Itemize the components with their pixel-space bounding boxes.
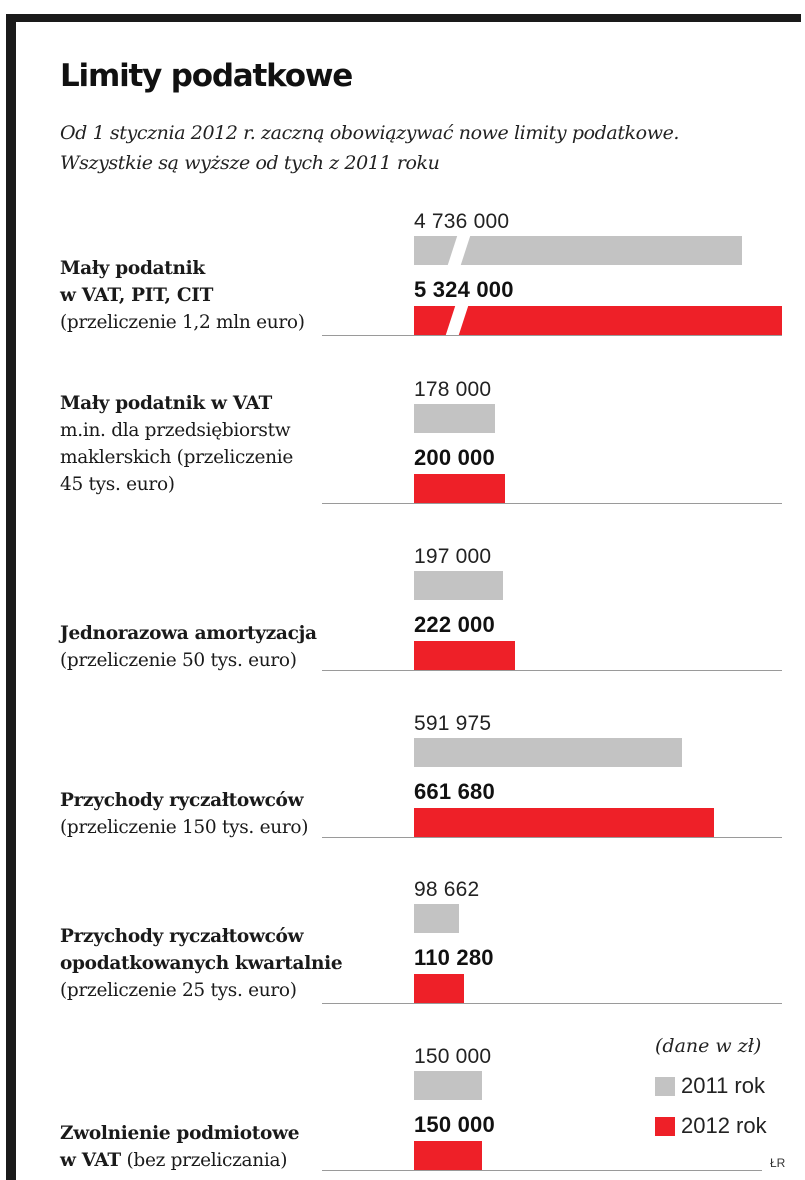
category-label: Mały podatnik w VAT m.in. dla przedsiębio…	[60, 390, 360, 498]
subtitle-line: Od 1 stycznia 2012 r. zaczną obowiązywać…	[60, 122, 680, 144]
value-label-2012: 110 280	[414, 945, 494, 970]
bar-2011	[414, 236, 742, 265]
category-label-line: 45 tys. euro)	[60, 474, 175, 495]
category-label: Jednorazowa amortyzacja (przeliczenie 50 …	[60, 620, 360, 674]
bar-2012	[414, 474, 505, 503]
legend-label-2011: 2011 rok	[681, 1073, 765, 1098]
value-label-2011: 98 662	[414, 878, 480, 901]
row-baseline	[322, 335, 782, 336]
value-label-2012: 5 324 000	[414, 277, 514, 302]
bar-2011	[414, 738, 682, 767]
category-label-line: (przeliczenie 25 tys. euro)	[60, 980, 297, 1001]
category-label: Przychody ryczałtowców opodatkowanych kwa…	[60, 923, 360, 1004]
author-credit: ŁR	[770, 1156, 786, 1170]
category-label-line: Jednorazowa amortyzacja	[60, 623, 317, 644]
legend-caption: (dane w zł)	[655, 1035, 762, 1057]
bar-2012	[414, 974, 464, 1003]
subtitle-line: Wszystkie są wyższe od tych z 2011 roku	[60, 152, 440, 174]
category-label-line: maklerskich (przeliczenie	[60, 447, 294, 468]
row-baseline	[322, 1170, 762, 1171]
chart-row: Zwolnienie podmiotowe w VAT (bez przelicz…	[0, 1045, 805, 1171]
bar-2011	[414, 1071, 482, 1100]
category-label: Zwolnienie podmiotowe w VAT (bez przelicz…	[60, 1120, 360, 1174]
row-baseline	[322, 670, 782, 671]
category-label-line: w VAT (bez przeliczania)	[60, 1147, 360, 1174]
value-label-2011: 197 000	[414, 545, 492, 568]
category-label-line: m.in. dla przedsiębiorstw	[60, 420, 291, 441]
chart-title: Limity podatkowe	[60, 58, 353, 94]
frame-top-border	[6, 14, 801, 22]
value-label-2011: 150 000	[414, 1045, 492, 1068]
category-label-line: Mały podatnik w VAT	[60, 393, 272, 414]
bar-2011	[414, 904, 459, 933]
chart-row: Mały podatnik w VAT m.in. dla przedsiębio…	[0, 378, 805, 504]
value-label-2012: 150 000	[414, 1112, 495, 1137]
category-label-suffix: (bez przeliczania)	[120, 1150, 288, 1171]
bar-2012	[414, 641, 515, 670]
value-label-2012: 661 680	[414, 779, 495, 804]
bar-2012	[414, 1141, 482, 1170]
chart-row: Jednorazowa amortyzacja (przeliczenie 50 …	[0, 545, 805, 671]
category-label-line: opodatkowanych kwartalnie	[60, 953, 343, 974]
category-label-line: Przychody ryczałtowców	[60, 790, 304, 811]
chart-row: Przychody ryczałtowców opodatkowanych kwa…	[0, 878, 805, 1004]
bar-2012	[414, 306, 782, 335]
category-label: Przychody ryczałtowców (przeliczenie 150 …	[60, 787, 360, 841]
bar-2012	[414, 808, 714, 837]
row-baseline	[322, 837, 782, 838]
value-label-2011: 178 000	[414, 378, 492, 401]
legend-swatch-2011	[655, 1077, 675, 1096]
bar-2011	[414, 404, 495, 433]
category-label-line: (przeliczenie 50 tys. euro)	[60, 650, 297, 671]
legend-swatch-2012	[655, 1117, 675, 1136]
category-label: Mały podatnik w VAT, PIT, CIT (przeliczeni…	[60, 255, 360, 336]
chart-row: Mały podatnik w VAT, PIT, CIT (przeliczeni…	[0, 210, 805, 344]
legend-label-2012: 2012 rok	[681, 1113, 767, 1138]
value-label-2012: 200 000	[414, 445, 495, 470]
category-label-line: Przychody ryczałtowców	[60, 926, 304, 947]
row-baseline	[322, 1003, 782, 1004]
frame-left-border	[6, 14, 16, 1180]
chart-subtitle: Od 1 stycznia 2012 r. zaczną obowiązywać…	[60, 118, 790, 178]
category-label-line: (przeliczenie 1,2 mln euro)	[60, 312, 305, 333]
category-label-line-bold: w VAT	[60, 1150, 121, 1171]
value-label-2011: 591 975	[414, 712, 492, 735]
row-baseline	[322, 503, 782, 504]
category-label-line: w VAT, PIT, CIT	[60, 285, 214, 306]
value-label-2011: 4 736 000	[414, 210, 510, 233]
category-label-line: Zwolnienie podmiotowe	[60, 1123, 300, 1144]
chart-row: Przychody ryczałtowców (przeliczenie 150 …	[0, 712, 805, 838]
category-label-line: (przeliczenie 150 tys. euro)	[60, 817, 309, 838]
category-label-line: Mały podatnik	[60, 258, 205, 279]
value-label-2012: 222 000	[414, 612, 495, 637]
bar-2011	[414, 571, 503, 600]
